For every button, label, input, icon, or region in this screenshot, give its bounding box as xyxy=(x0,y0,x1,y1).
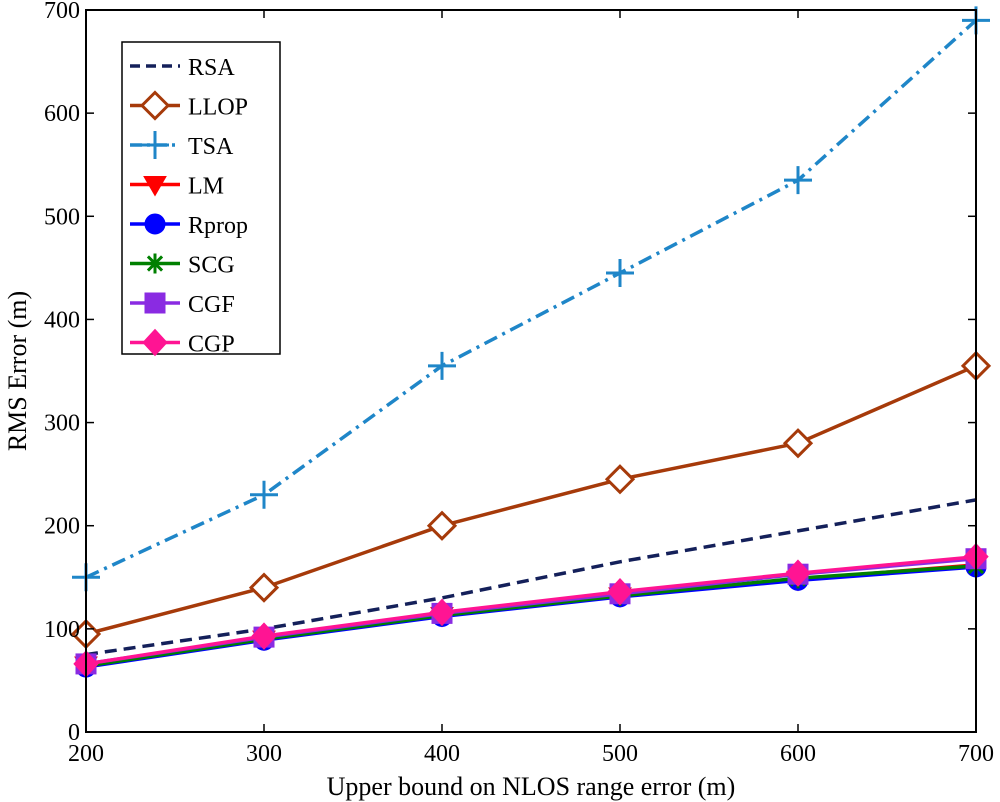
legend-marker-tsa xyxy=(141,131,169,159)
legend: RSA LLOP TSA LM Rprop SCG CGF CGP xyxy=(121,41,281,358)
data-point-llop xyxy=(604,464,636,495)
x-tick-label: 500 xyxy=(602,741,638,767)
legend-label-lm: LM xyxy=(188,174,224,200)
legend-item-rprop: Rprop xyxy=(130,213,248,239)
series-rsa xyxy=(85,498,977,657)
plot-frame xyxy=(85,9,977,733)
legend-item-lm: LM xyxy=(130,174,224,200)
x-tick-label: 400 xyxy=(424,741,460,767)
y-tick-label: 0 xyxy=(68,720,80,746)
y-tick-label: 200 xyxy=(44,514,80,540)
y-tick-label: 400 xyxy=(44,307,80,333)
legend-label-rprop: Rprop xyxy=(188,213,248,239)
x-tick-label: 300 xyxy=(246,741,282,767)
legend-label-cgf: CGF xyxy=(188,292,235,318)
series-line-scg xyxy=(85,564,977,668)
data-point-tsa xyxy=(250,480,278,509)
legend-marker-rprop xyxy=(144,213,166,235)
data-point-llop xyxy=(426,510,458,541)
legend-item-llop: LLOP xyxy=(130,90,248,121)
y-tick-label: 500 xyxy=(44,204,80,230)
legend-marker-scg xyxy=(145,253,165,274)
legend-label-cgp: CGP xyxy=(188,332,235,358)
legend-marker-lm xyxy=(143,176,167,197)
legend-marker-llop xyxy=(139,90,171,121)
series-line-llop xyxy=(85,364,977,636)
data-point-cgp xyxy=(785,559,811,587)
data-point-tsa xyxy=(784,166,812,195)
legend-label-tsa: TSA xyxy=(188,134,234,160)
y-tick-label: 700 xyxy=(44,0,80,24)
data-point-cgp xyxy=(251,622,277,650)
x-tick-label: 600 xyxy=(780,741,816,767)
data-point-cgp xyxy=(607,577,633,606)
y-tick-label: 600 xyxy=(44,101,80,127)
y-axis-title: RMS Error (m) xyxy=(3,291,32,451)
legend-item-rsa: RSA xyxy=(130,55,235,81)
legend-item-scg: SCG xyxy=(130,253,235,279)
data-point-tsa xyxy=(606,259,634,288)
data-point-tsa xyxy=(428,351,456,380)
legend-marker-cgf xyxy=(144,292,166,314)
data-point-llop xyxy=(782,428,814,459)
x-axis-title: Upper bound on NLOS range error (m) xyxy=(327,772,736,801)
legend-label-scg: SCG xyxy=(188,253,235,279)
series-line-rsa xyxy=(85,498,977,657)
data-point-cgp xyxy=(429,598,455,627)
data-point-llop xyxy=(248,572,280,603)
legend-label-llop: LLOP xyxy=(188,95,248,121)
series-llop xyxy=(70,350,992,650)
legend-item-cgp: CGP xyxy=(130,328,235,358)
x-tick-label: 200 xyxy=(68,741,104,767)
y-tick-label: 100 xyxy=(44,617,80,643)
x-tick-label: 700 xyxy=(958,741,994,767)
legend-marker-cgp xyxy=(142,328,168,357)
series-line-cgp xyxy=(85,554,977,666)
legend-item-cgf: CGF xyxy=(130,292,235,318)
legend-label-rsa: RSA xyxy=(188,55,235,81)
y-tick-label: 300 xyxy=(44,411,80,437)
legend-item-tsa: TSA xyxy=(130,131,234,160)
